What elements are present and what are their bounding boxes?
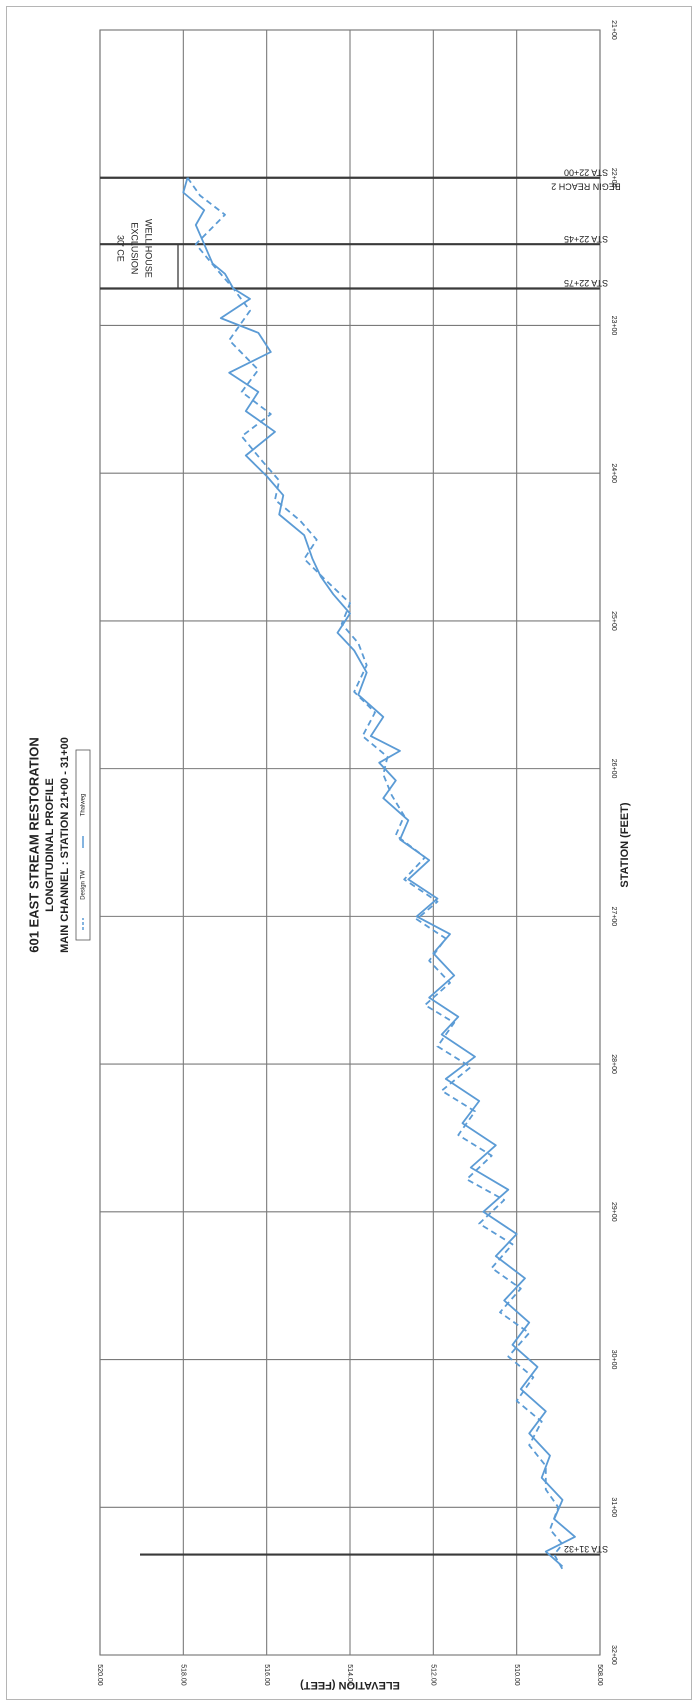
chart-subtitle-2: MAIN CHANNEL : STATION 21+00 - 31+00	[59, 737, 71, 953]
y-tick-label: 512.00	[429, 1664, 436, 1686]
annotation-text: 30' CE	[116, 235, 126, 262]
station-marker-label: STA 22+75	[564, 278, 608, 288]
y-axis-label: ELEVATION (FEET)	[300, 1679, 400, 1691]
x-tick-label: 26+00	[610, 759, 617, 779]
station-marker-label: STA 22+00	[564, 167, 608, 177]
y-tick-label: 516.00	[263, 1664, 270, 1686]
y-tick-label: 514.00	[346, 1664, 353, 1686]
y-tick-label: 518.00	[179, 1664, 186, 1686]
legend-label-design-tw: Design TW	[81, 870, 87, 900]
x-tick-label: 21+00	[610, 20, 617, 40]
y-tick-label: 520.00	[96, 1664, 103, 1686]
page-border	[6, 6, 692, 1700]
chart-subtitle-1: LONGITUDINAL PROFILE	[44, 778, 56, 912]
x-tick-label: 30+00	[610, 1350, 617, 1370]
legend-label-thalweg: Thalweg	[81, 794, 87, 817]
x-tick-label: 32+00	[610, 1645, 617, 1665]
x-tick-label: 25+00	[610, 611, 617, 631]
x-tick-label: 31+00	[610, 1497, 617, 1517]
x-tick-label: 24+00	[610, 463, 617, 483]
station-marker-label: STA 31+32	[564, 1544, 608, 1554]
series-thalweg-line	[182, 177, 576, 1568]
annotation-text: EXCLUSION	[130, 222, 140, 274]
y-tick-label: 510.00	[513, 1664, 520, 1686]
x-tick-label: 23+00	[610, 316, 617, 336]
station-marker-sublabel: BEGIN REACH 2	[551, 181, 621, 191]
chart-title: 601 EAST STREAM RESTORATION	[26, 737, 41, 953]
y-tick-label: 508.00	[596, 1664, 603, 1686]
station-marker-label: STA 22+45	[564, 234, 608, 244]
annotation-text: WELL HOUSE	[144, 219, 154, 278]
x-tick-label: 29+00	[610, 1202, 617, 1222]
x-tick-label: 22+00	[610, 168, 617, 188]
x-axis-label: STATION (FEET)	[619, 802, 631, 887]
series-design-tw-line	[186, 177, 564, 1570]
x-tick-label: 28+00	[610, 1054, 617, 1074]
x-tick-label: 27+00	[610, 907, 617, 927]
